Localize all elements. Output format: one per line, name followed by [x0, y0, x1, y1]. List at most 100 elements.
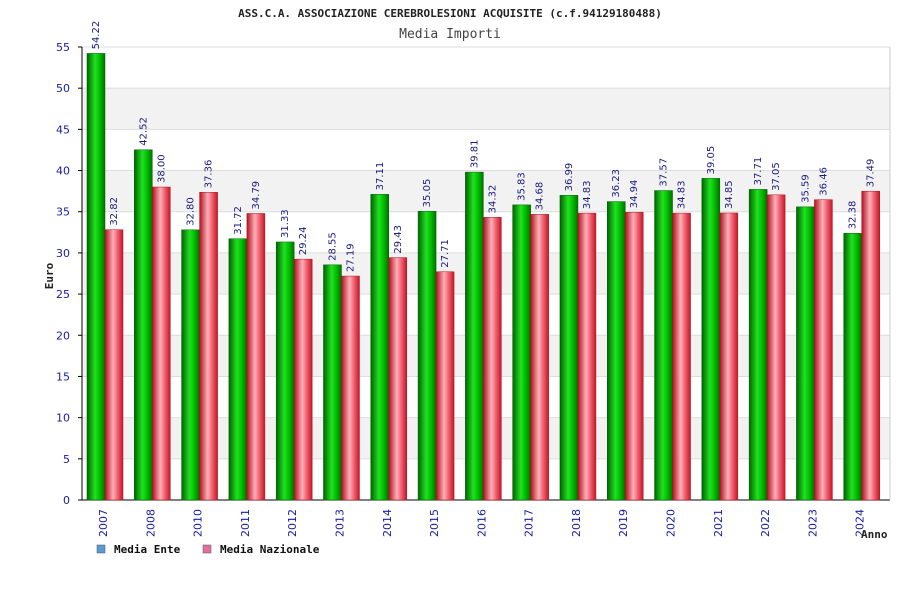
value-label: 34.32 — [487, 185, 498, 214]
value-label: 37.05 — [771, 162, 782, 191]
x-axis-ticks: 2007 2008 2010 2011 2012 2013 2014 2015 2016 2017… — [97, 509, 867, 537]
bar-media-ente-2013 — [323, 264, 342, 501]
value-label: 37.57 — [659, 158, 670, 187]
value-label: 37.11 — [375, 162, 386, 191]
bar-media-nazionale-2011 — [246, 213, 266, 501]
bar-media-nazionale-2013 — [341, 275, 360, 501]
value-label: 36.23 — [611, 169, 622, 198]
bar-media-ente-2019 — [606, 201, 626, 501]
value-labels: 54.22 32.82 42.52 38.00 32.80 37.36 31.72 34.79… — [91, 21, 877, 272]
value-label: 37.49 — [866, 159, 877, 188]
bar-media-nazionale-2016 — [483, 217, 502, 501]
bar-media-ente-2023 — [796, 206, 815, 501]
bar-media-nazionale-2014 — [388, 257, 408, 501]
value-label: 31.33 — [280, 209, 291, 238]
bar-media-ente-2021 — [701, 178, 721, 501]
value-label: 27.71 — [440, 239, 451, 268]
y-tick-label: 45 — [56, 123, 70, 136]
value-label: 36.46 — [818, 167, 829, 196]
y-tick-label: 5 — [63, 453, 70, 466]
bar-media-ente-2022 — [748, 189, 768, 501]
value-label: 35.59 — [800, 174, 811, 203]
value-label: 54.22 — [91, 21, 102, 50]
x-tick-label: 2017 — [523, 509, 536, 537]
bar-media-ente-2011 — [228, 238, 248, 501]
value-label: 32.38 — [848, 201, 859, 230]
value-label: 39.05 — [706, 146, 717, 175]
x-tick-label: 2020 — [665, 509, 678, 537]
bar-media-ente-2014 — [370, 194, 390, 501]
y-axis-label: Euro — [43, 262, 56, 289]
x-tick-label: 2023 — [806, 509, 819, 537]
y-tick-label: 35 — [56, 206, 70, 219]
bar-media-nazionale-2024 — [861, 190, 880, 501]
bar-media-nazionale-2023 — [814, 199, 833, 501]
grid-band — [82, 129, 890, 171]
grid-band — [82, 47, 890, 89]
bar-media-ente-2012 — [275, 241, 295, 501]
x-tick-label: 2018 — [570, 509, 583, 537]
bar-media-ente-2017 — [512, 204, 531, 501]
value-label: 34.85 — [724, 180, 735, 209]
y-tick-label: 20 — [56, 329, 70, 342]
value-label: 34.94 — [629, 180, 640, 209]
y-tick-label: 55 — [56, 41, 70, 54]
legend-swatch-media-ente — [96, 544, 106, 554]
x-tick-label: 2024 — [854, 509, 867, 537]
legend-swatch-media-nazionale — [202, 544, 212, 554]
bar-media-nazionale-2007 — [104, 229, 124, 501]
bars — [86, 53, 880, 501]
x-tick-label: 2010 — [192, 509, 205, 537]
y-tick-label: 0 — [63, 494, 70, 507]
value-label: 27.19 — [345, 243, 356, 272]
bar-media-ente-2008 — [134, 149, 153, 501]
grid-band — [82, 88, 890, 130]
x-tick-label: 2015 — [428, 509, 441, 537]
bar-media-ente-2020 — [654, 190, 673, 501]
value-label: 37.36 — [204, 160, 215, 189]
bar-media-ente-2007 — [86, 53, 106, 501]
bar-media-nazionale-2018 — [577, 212, 597, 501]
value-label: 35.83 — [517, 172, 528, 201]
x-tick-label: 2011 — [239, 509, 252, 537]
chart-subtitle: Media Importi — [399, 27, 501, 42]
value-label: 34.79 — [251, 181, 262, 210]
x-tick-label: 2016 — [475, 509, 488, 537]
value-label: 42.52 — [138, 117, 149, 146]
bar-media-nazionale-2012 — [293, 258, 313, 501]
chart-title: ASS.C.A. ASSOCIAZIONE CEREBROLESIONI ACQ… — [238, 7, 662, 20]
x-tick-label: 2012 — [286, 509, 299, 537]
bar-media-nazionale-2019 — [624, 211, 644, 501]
x-axis-label: Anno — [861, 528, 888, 541]
y-tick-label: 30 — [56, 247, 70, 260]
bar-media-ente-2016 — [465, 171, 484, 501]
x-tick-label: 2014 — [381, 509, 394, 537]
x-tick-label: 2022 — [759, 509, 772, 537]
value-label: 28.55 — [327, 232, 338, 261]
value-label: 35.05 — [422, 179, 433, 208]
bar-media-nazionale-2008 — [152, 186, 171, 501]
x-tick-label: 2008 — [144, 509, 157, 537]
bar-media-nazionale-2021 — [719, 212, 739, 501]
value-label: 37.71 — [753, 157, 764, 186]
x-tick-label: 2013 — [333, 509, 346, 537]
x-tick-label: 2007 — [97, 509, 110, 537]
y-tick-label: 15 — [56, 370, 70, 383]
value-label: 32.80 — [186, 197, 197, 226]
x-tick-label: 2021 — [712, 509, 725, 537]
y-tick-label: 40 — [56, 165, 70, 178]
value-label: 34.83 — [677, 180, 688, 209]
x-tick-label: 2019 — [617, 509, 630, 537]
bar-media-ente-2018 — [559, 195, 579, 501]
bar-media-nazionale-2015 — [435, 271, 455, 501]
legend-label-media-nazionale: Media Nazionale — [220, 543, 320, 556]
bar-media-nazionale-2022 — [766, 194, 786, 501]
value-label: 29.24 — [298, 227, 309, 256]
value-label: 34.83 — [582, 180, 593, 209]
bar-media-ente-2024 — [843, 233, 862, 501]
bar-media-ente-2010 — [181, 229, 200, 501]
bar-media-nazionale-2020 — [672, 212, 691, 501]
value-label: 32.82 — [109, 197, 120, 226]
legend-label-media-ente: Media Ente — [114, 543, 181, 556]
